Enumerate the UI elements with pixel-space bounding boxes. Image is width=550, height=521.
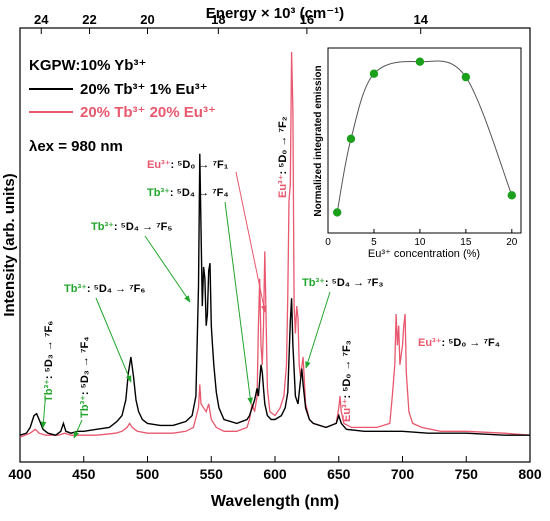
annotation-eu-5d0-7f3: Eu³⁺: ⁵D₀ → ⁷F₃: [341, 340, 353, 422]
spectra: [19, 51, 531, 438]
series-line-1-eu: [19, 51, 531, 438]
x2-tick-label: 20: [140, 12, 154, 27]
inset-fit-curve: [336, 60, 513, 213]
transition-annotations: Tb³⁺: ⁵D₃ → ⁷F₆ Tb³⁺: ⁵D₃ → ⁷F₄ Tb³⁺: ⁵D…: [40, 116, 500, 439]
arrow-tb-5d4-7f6: [95, 297, 132, 383]
inset-data-point: [369, 69, 379, 78]
inset-data-point: [415, 57, 425, 66]
x2-tick-label: 14: [413, 12, 428, 27]
inset-x-tick-label: 10: [414, 237, 426, 248]
annotation-eu-5d0-7f2: Eu³⁺: ⁵D₀ → ⁷F₂: [277, 116, 289, 198]
x-tick-label: 750: [455, 466, 479, 482]
inset-data-point: [461, 72, 471, 82]
arrow-tb-5d4-7f5: [144, 235, 191, 303]
x-tick-label: 700: [391, 466, 415, 482]
annotation-tb-5d4-7f5: Tb³⁺: ⁵D₄ → ⁷F₅: [91, 221, 172, 233]
inset-x-tick-label: 5: [371, 237, 377, 248]
inset-data-point: [332, 208, 342, 217]
x-tick-label: 400: [8, 466, 32, 482]
inset-x-tick-label: 20: [506, 237, 518, 248]
inset-y-label: Normalized integrated emission: [313, 65, 324, 216]
x2-tick-label: 24: [34, 12, 49, 27]
x2-axis-label: Energy × 10³ (cm⁻¹): [206, 5, 344, 22]
inset-frame: [327, 47, 522, 234]
inset-data-point: [346, 134, 356, 143]
x-tick-label: 600: [263, 466, 287, 482]
x-tick-label: 500: [136, 466, 160, 482]
x-tick-label: 550: [200, 466, 224, 482]
inset-points: [332, 57, 517, 217]
legend-title: KGPW:10% Yb³⁺: [29, 57, 146, 74]
svg-text:Tb³⁺: ⁵D₃ → ⁷F₆: Tb³⁺: ⁵D₃ → ⁷F₆: [43, 321, 55, 402]
y-axis-label: Intensity (arb. units): [1, 173, 18, 316]
x-axis-ticks: 400 450 500 550 600 650 700 750 800: [8, 456, 542, 482]
arrow-tb-5d4-7f4: [224, 201, 253, 405]
x-axis-label: Wavelength (nm): [211, 493, 339, 510]
inset-x-ticks: 0 5 10 15 20: [325, 229, 518, 248]
svg-text:Eu³⁺: ⁵D₀ → ⁷F₂: Eu³⁺: ⁵D₀ → ⁷F₂: [277, 116, 289, 198]
arrow-tb-5d3-7f4: [73, 419, 83, 439]
x-tick-label: 450: [72, 466, 96, 482]
legend-item-2: 20% Tb³⁺ 20% Eu³⁺: [80, 104, 216, 121]
x2-axis-ticks: 24 22 20 18 16 14: [34, 12, 429, 34]
series-line-1-eu-black: [19, 153, 530, 436]
x2-tick-label: 18: [211, 12, 225, 27]
inset-x-tick-label: 15: [460, 237, 472, 248]
x2-tick-label: 16: [300, 12, 314, 27]
inset-x-tick-label: 0: [325, 237, 331, 248]
legend-item-1: 20% Tb³⁺ 1% Eu³⁺: [80, 81, 208, 98]
annotation-tb-5d4-7f3: Tb³⁺: ⁵D₄ → ⁷F₃: [302, 277, 383, 289]
annotation-tb-5d4-7f4: Tb³⁺: ⁵D₄ → ⁷F₄: [147, 187, 229, 199]
excitation-label: λex = 980 nm: [29, 138, 123, 155]
legend: KGPW:10% Yb³⁺ 20% Tb³⁺ 1% Eu³⁺ 20% Tb³⁺ …: [29, 57, 216, 155]
inset-chart: 0 5 10 15 20 Eu³⁺ concentration (%) Normaliz…: [313, 47, 522, 260]
annotation-tb-5d3-7f6: Tb³⁺: ⁵D₃ → ⁷F₆: [43, 321, 55, 402]
inset-data-point: [507, 191, 517, 200]
annotation-eu-5d0-7f1: Eu³⁺: ⁵D₀ → ⁷F₁: [147, 159, 229, 171]
arrow-eu-5d0-7f1: [235, 171, 267, 313]
inset-x-label: Eu³⁺ concentration (%): [368, 248, 480, 260]
x-tick-label: 650: [327, 466, 351, 482]
annotation-tb-5d3-7f4: Tb³⁺: ⁵D₃ → ⁷F₄: [79, 337, 91, 418]
arrow-tb-5d4-7f3: [305, 291, 331, 369]
annotation-tb-5d4-7f6: Tb³⁺: ⁵D₄ → ⁷F₆: [64, 283, 145, 295]
x2-tick-label: 22: [82, 12, 96, 27]
arrow-tb-5d3-7f6: [40, 401, 47, 429]
annotation-eu-5d0-7f4: Eu³⁺: ⁵D₀ → ⁷F₄: [418, 337, 500, 349]
svg-text:Eu³⁺: ⁵D₀ → ⁷F₃: Eu³⁺: ⁵D₀ → ⁷F₃: [341, 340, 353, 422]
svg-text:Tb³⁺: ⁵D₃ → ⁷F₄: Tb³⁺: ⁵D₃ → ⁷F₄: [79, 337, 91, 418]
x-tick-label: 800: [518, 466, 542, 482]
